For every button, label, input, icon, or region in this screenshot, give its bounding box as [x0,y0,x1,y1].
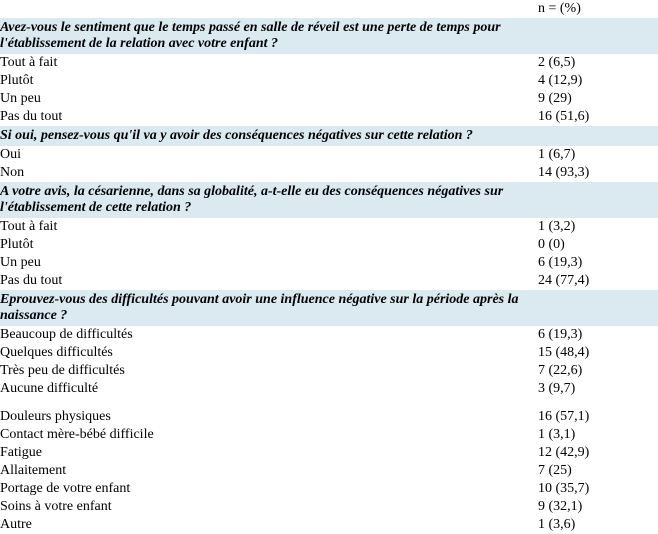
row-value: 7 (25) [534,462,658,480]
row-label: Aucune difficulté [0,380,534,398]
row-label: Tout à fait [0,54,534,72]
section-header: Avez-vous le sentiment que le temps pass… [0,18,658,54]
row-value: 15 (48,4) [534,344,658,362]
table-row: Autre 1 (3,6) [0,516,658,534]
row-label: Fatigue [0,444,534,462]
row-value: 9 (32,1) [534,498,658,516]
row-label: Allaitement [0,462,534,480]
section-title: Si oui, pensez-vous qu'il va y avoir des… [0,126,534,146]
row-value: 16 (57,1) [534,408,658,426]
row-label: Oui [0,146,534,164]
row-value: 4 (12,9) [534,72,658,90]
table-row: Très peu de difficultés 7 (22,6) [0,362,658,380]
table-row: Soins à votre enfant 9 (32,1) [0,498,658,516]
row-label: Portage de votre enfant [0,480,534,498]
row-value: 9 (29) [534,90,658,108]
survey-table: n = (%) Avez-vous le sentiment que le te… [0,0,658,534]
table-row: Beaucoup de difficultés 6 (19,3) [0,326,658,344]
row-label: Soins à votre enfant [0,498,534,516]
row-value: 6 (19,3) [534,254,658,272]
table-row: Un peu 6 (19,3) [0,254,658,272]
row-value: 6 (19,3) [534,326,658,344]
row-label: Très peu de difficultés [0,362,534,380]
row-value: 14 (93,3) [534,164,658,182]
row-value: 3 (9,7) [534,380,658,398]
section-header: Si oui, pensez-vous qu'il va y avoir des… [0,126,658,146]
row-value: 1 (3,6) [534,516,658,534]
table-row: Pas du tout 16 (51,6) [0,108,658,126]
column-header-row: n = (%) [0,0,658,18]
row-value: 1 (3,1) [534,426,658,444]
row-label: Pas du tout [0,108,534,126]
row-value: 1 (3,2) [534,218,658,236]
row-value: 0 (0) [534,236,658,254]
row-label: Douleurs physiques [0,408,534,426]
table-row: Portage de votre enfant 10 (35,7) [0,480,658,498]
row-label: Beaucoup de difficultés [0,326,534,344]
table-row: Allaitement 7 (25) [0,462,658,480]
row-value: 2 (6,5) [534,54,658,72]
table-row: Non 14 (93,3) [0,164,658,182]
row-label: Tout à fait [0,218,534,236]
section-title: Avez-vous le sentiment que le temps pass… [0,18,534,54]
section-title: Eprouvez-vous des difficultés pouvant av… [0,290,534,326]
empty-cell [534,18,658,22]
row-label: Autre [0,516,534,534]
table-row: Plutôt 4 (12,9) [0,72,658,90]
table-row: Un peu 9 (29) [0,90,658,108]
empty-cell [534,182,658,186]
row-label: Plutôt [0,236,534,254]
table-row: Douleurs physiques 16 (57,1) [0,408,658,426]
row-value: 12 (42,9) [534,444,658,462]
empty-cell [534,290,658,294]
row-label: Pas du tout [0,272,534,290]
section-header: A votre avis, la césarienne, dans sa glo… [0,182,658,218]
section-title: A votre avis, la césarienne, dans sa glo… [0,182,534,218]
table-row: Fatigue 12 (42,9) [0,444,658,462]
table-row: Aucune difficulté 3 (9,7) [0,380,658,398]
row-value: 7 (22,6) [534,362,658,380]
table-row: Tout à fait 2 (6,5) [0,54,658,72]
row-label: Non [0,164,534,182]
row-value: 10 (35,7) [534,480,658,498]
table-row: Pas du tout 24 (77,4) [0,272,658,290]
table-row: Plutôt 0 (0) [0,236,658,254]
row-label: Quelques difficultés [0,344,534,362]
table-row: Contact mère-bébé difficile 1 (3,1) [0,426,658,444]
section-header: Eprouvez-vous des difficultés pouvant av… [0,290,658,326]
row-label: Un peu [0,90,534,108]
row-label: Un peu [0,254,534,272]
row-label: Plutôt [0,72,534,90]
empty-cell [534,126,658,130]
table-row: Oui 1 (6,7) [0,146,658,164]
table-row: Quelques difficultés 15 (48,4) [0,344,658,362]
column-header: n = (%) [534,0,658,18]
row-label: Contact mère-bébé difficile [0,426,534,444]
spacer [0,398,658,408]
row-value: 1 (6,7) [534,146,658,164]
table-row: Tout à fait 1 (3,2) [0,218,658,236]
empty-cell [0,0,534,2]
row-value: 24 (77,4) [534,272,658,290]
row-value: 16 (51,6) [534,108,658,126]
